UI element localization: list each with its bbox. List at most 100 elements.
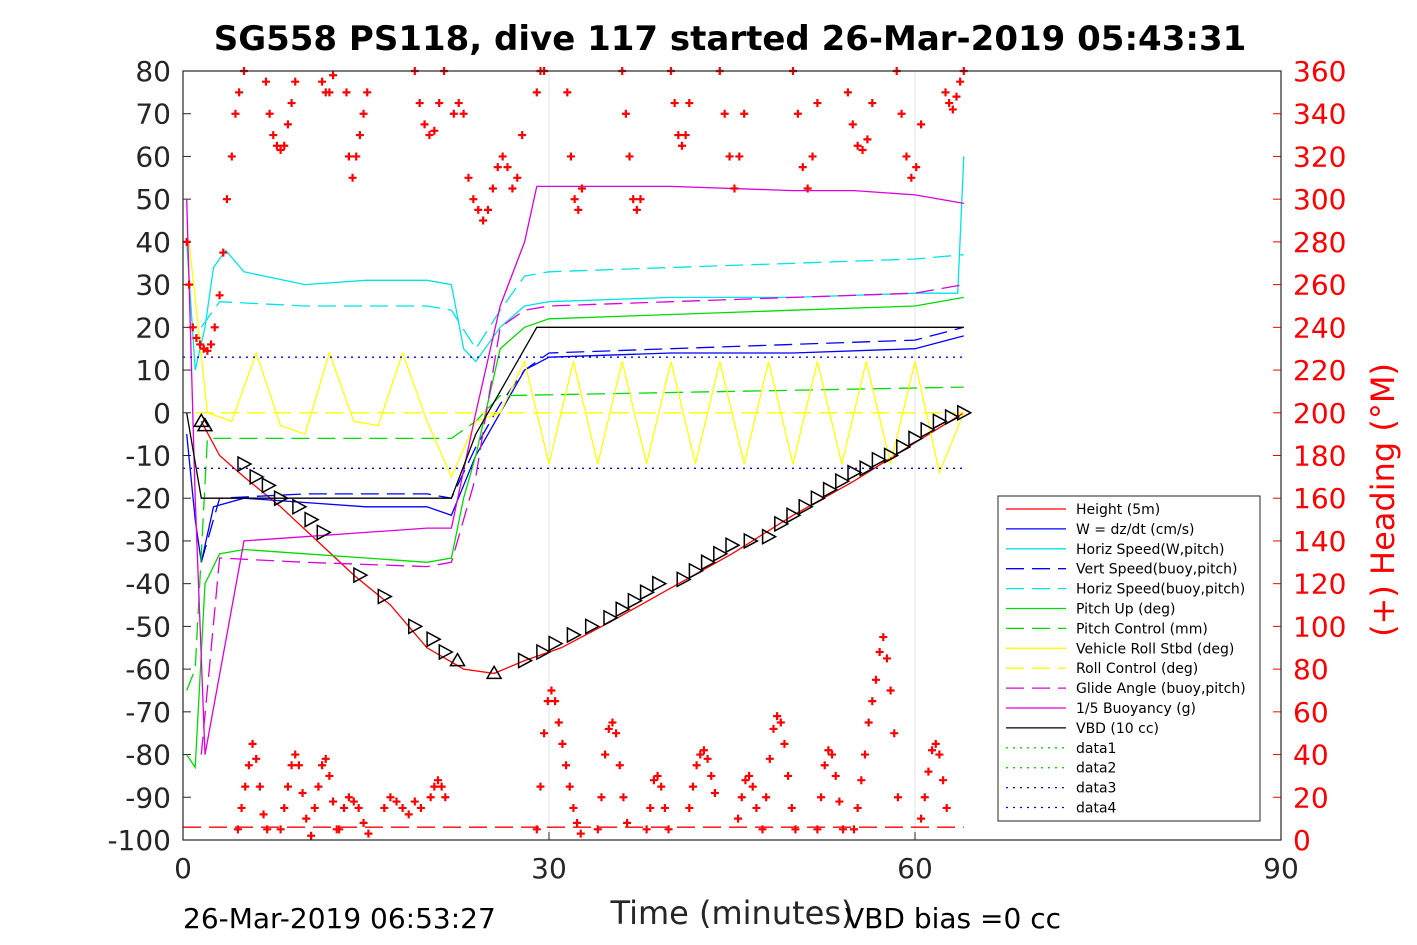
heading-plus-marker <box>577 184 586 193</box>
heading-plus-marker <box>623 818 632 827</box>
heading-plus-marker <box>310 803 319 812</box>
heading-plus-marker <box>359 818 368 827</box>
heading-plus-marker <box>543 697 552 706</box>
heading-plus-marker <box>233 825 242 834</box>
heading-plus-marker <box>182 237 191 246</box>
heading-plus-marker <box>808 152 817 161</box>
heading-plus-marker <box>441 793 450 802</box>
y-right-tick-label: 160 <box>1293 482 1346 515</box>
heading-plus-marker <box>882 654 891 663</box>
legend-label: Glide Angle (buoy,pitch) <box>1076 681 1246 697</box>
heading-plus-marker <box>261 77 270 86</box>
heading-plus-marker <box>920 793 929 802</box>
heading-plus-marker <box>803 184 812 193</box>
right-triangle-marker <box>871 451 887 469</box>
y-right-tick-label: 260 <box>1293 269 1346 302</box>
y-right-tick-label: 340 <box>1293 98 1346 131</box>
x-axis-label: Time (minutes) <box>610 894 854 932</box>
heading-plus-marker <box>359 109 368 118</box>
legend-label: Horiz Speed(buoy,pitch) <box>1076 582 1245 598</box>
right-triangle-marker <box>377 588 393 605</box>
heading-plus-marker <box>398 803 407 812</box>
y-right-tick-label: 180 <box>1293 440 1346 473</box>
legend-items: Height (5m) W = dz/dt (cm/s) Horiz Speed(W… <box>1006 502 1246 817</box>
heading-plus-marker <box>773 712 782 721</box>
y-tick-label: -60 <box>125 653 171 686</box>
right-triangle-marker <box>292 498 308 516</box>
legend-label: data1 <box>1076 741 1116 757</box>
heading-plus-marker <box>897 109 906 118</box>
series-line-1 <box>186 335 964 563</box>
heading-plus-marker <box>928 746 937 755</box>
heading-plus-marker <box>342 88 351 97</box>
series-line-2 <box>186 156 965 371</box>
right-triangle-marker <box>835 472 851 490</box>
heading-plus-marker <box>252 754 261 763</box>
heading-plus-marker <box>939 776 948 785</box>
right-triangle-marker <box>566 626 582 644</box>
right-triangle-marker <box>353 566 369 584</box>
y-tick-label: 20 <box>135 311 171 344</box>
series-line-7 <box>188 241 965 479</box>
heading-plus-marker <box>853 803 862 812</box>
right-triangle-marker <box>639 583 656 601</box>
y-right-tick-label: 280 <box>1293 226 1346 259</box>
heading-plus-marker <box>474 205 483 214</box>
chart-title: SG558 PS118, dive 117 started 26-Mar-201… <box>214 19 1247 59</box>
heading-plus-marker <box>784 771 793 780</box>
heading-plus-marker <box>798 163 807 172</box>
series-line-4 <box>200 254 964 350</box>
y-right-tick-labels: 3603403203002802602402202001801601401201… <box>1293 55 1346 857</box>
heading-plus-marker <box>737 793 746 802</box>
heading-plus-marker <box>931 739 940 748</box>
right-triangle-marker <box>944 408 961 426</box>
heading-plus-marker <box>298 789 307 798</box>
legend: Height (5m) W = dz/dt (cm/s) Horiz Speed(W… <box>997 495 1261 822</box>
heading-plus-marker <box>945 99 954 108</box>
heading-plus-marker <box>484 205 492 214</box>
heading-plus-marker <box>287 761 296 770</box>
heading-plus-marker <box>735 152 744 161</box>
heading-plus-marker <box>653 771 662 780</box>
y-right-tick-label: 140 <box>1293 525 1346 558</box>
heading-plus-marker <box>302 814 311 823</box>
heading-plus-marker <box>265 109 274 118</box>
heading-plus-marker <box>664 825 673 834</box>
y-tick-label: -70 <box>125 696 171 729</box>
heading-plus-marker <box>565 782 574 791</box>
legend-label: 1/5 Buoyancy (g) <box>1076 701 1196 717</box>
right-triangle-marker <box>273 489 290 507</box>
series-line-9 <box>200 283 964 755</box>
heading-plus-marker <box>563 88 572 97</box>
right-triangle-marker <box>688 562 704 580</box>
heading-plus-marker <box>513 173 522 182</box>
right-triangle-marker <box>517 652 534 669</box>
right-triangle-marker <box>627 592 643 610</box>
heading-plus-marker <box>952 92 961 101</box>
y-tick-label: 70 <box>135 98 171 131</box>
heading-plus-marker <box>352 152 361 161</box>
heading-plus-marker <box>850 825 858 834</box>
right-triangle-marker <box>798 498 814 516</box>
heading-plus-marker <box>839 825 848 834</box>
y-tick-labels: 80 70 60 50 40 30 20 10 0 -10 -20 -30 -40 -50 -60 -70 -8… <box>107 55 171 857</box>
y-tick-label: 50 <box>135 183 171 216</box>
heading-plus-marker <box>241 782 250 791</box>
plot-area-frame <box>182 70 1282 841</box>
y-right-tick-label: 240 <box>1293 311 1346 344</box>
heading-plus-marker <box>574 205 583 214</box>
footer-vbd-bias: VBD bias =0 cc <box>845 902 1061 935</box>
heading-plus-marker <box>893 793 902 802</box>
heading-plus-marker <box>536 782 545 791</box>
heading-plus-marker <box>828 750 837 759</box>
heading-plus-marker <box>703 754 712 763</box>
heading-plus-marker <box>681 131 690 140</box>
heading-plus-marker <box>858 146 867 155</box>
plot-series <box>183 156 965 828</box>
legend-label: Roll Control (deg) <box>1076 661 1198 677</box>
heading-plus-marker <box>318 761 327 770</box>
heading-plus-marker <box>280 141 289 150</box>
heading-plus-marker <box>871 675 880 684</box>
heading-plus-marker <box>699 746 708 755</box>
y-tick-label: 0 <box>153 397 171 430</box>
